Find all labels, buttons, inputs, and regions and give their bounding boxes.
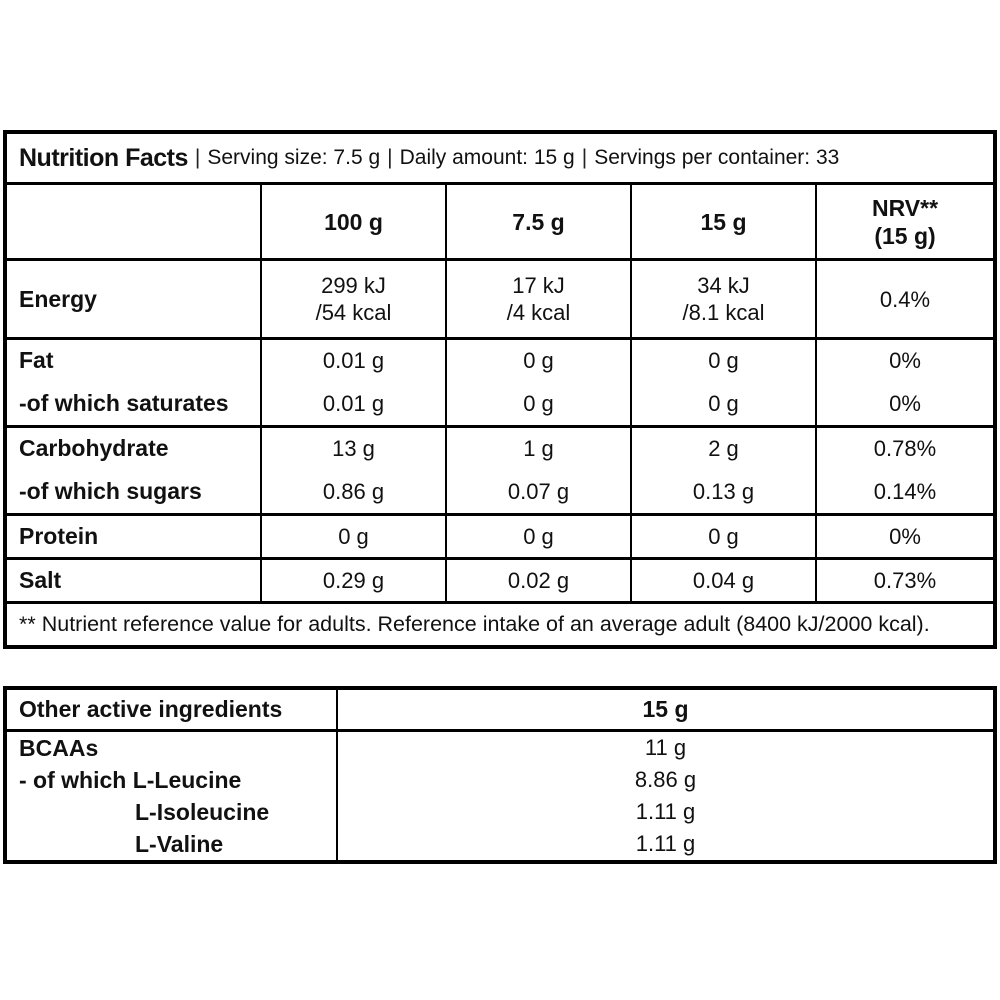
column-header-15g: 15 g [630, 185, 815, 258]
ingredients-header-row: Other active ingredients 15 g [7, 690, 993, 732]
column-header-row: 100 g 7.5 g 15 g NRV** (15 g) [7, 182, 993, 258]
energy-kj: 299 kJ [321, 273, 386, 298]
divider-pipe: | [581, 146, 588, 169]
row-value: 11 g [336, 732, 993, 764]
value-7-5g: 1 g [445, 428, 630, 469]
table-row-l-isoleucine: L-Isoleucine 1.11 g [7, 796, 993, 828]
energy-kcal: /4 kcal [506, 300, 571, 325]
energy-kcal: /54 kcal [315, 300, 392, 325]
value-7-5g: 0 g [445, 340, 630, 381]
divider-pipe: | [387, 146, 393, 169]
table-row-fat: Fat 0.01 g 0 g 0 g 0% [7, 337, 993, 381]
row-value: 1.11 g [336, 828, 993, 860]
row-label: Salt [19, 567, 62, 593]
energy-nrv-value: 0.4% [815, 261, 993, 337]
column-header-nrv: NRV** (15 g) [815, 185, 993, 258]
value-nrv: 0.73% [815, 560, 993, 601]
energy-15g-value: 34 kJ /8.1 kcal [630, 261, 815, 337]
table-row-salt: Salt 0.29 g 0.02 g 0.04 g 0.73% [7, 557, 993, 601]
table-row-protein: Protein 0 g 0 g 0 g 0% [7, 513, 993, 557]
row-label: L-Isoleucine [135, 798, 270, 825]
row-value: 8.86 g [336, 764, 993, 796]
daily-amount-text: Daily amount: 15 g [399, 146, 575, 169]
servings-per-container-text: Servings per container: 33 [594, 146, 840, 169]
value-15g: 0 g [630, 516, 815, 557]
value-nrv: 0% [815, 381, 993, 425]
value-15g: 0 g [630, 381, 815, 425]
table-row-energy: Energy 299 kJ /54 kcal 17 kJ /4 kcal 34 … [7, 258, 993, 337]
table-row-saturates: -of which saturates 0.01 g 0 g 0 g 0% [7, 381, 993, 425]
ingredients-header-label: Other active ingredients [19, 696, 283, 722]
row-label: L-Valine [135, 830, 224, 857]
table-row-carbohydrate: Carbohydrate 13 g 1 g 2 g 0.78% [7, 425, 993, 469]
energy-kcal: /8.1 kcal [682, 300, 765, 325]
value-7-5g: 0 g [445, 381, 630, 425]
row-label: Carbohydrate [19, 435, 169, 461]
nrv-header-line2: (15 g) [874, 222, 936, 249]
column-header-empty [7, 185, 260, 258]
column-header-7-5g: 7.5 g [445, 185, 630, 258]
row-label: - of which L-Leucine [19, 766, 242, 793]
other-active-ingredients-table: Other active ingredients 15 g BCAAs 11 g… [3, 686, 997, 864]
value-100g: 0.01 g [260, 381, 445, 425]
nrv-header-line1: NRV** [871, 194, 939, 221]
value-nrv: 0% [815, 516, 993, 557]
row-label: BCAAs [19, 734, 99, 761]
table-row-l-leucine: - of which L-Leucine 8.86 g [7, 764, 993, 796]
row-value: 1.11 g [336, 796, 993, 828]
table-row-bcaas: BCAAs 11 g [7, 732, 993, 764]
nutrition-facts-table: Nutrition Facts | Serving size: 7.5 g | … [3, 130, 997, 649]
value-nrv: 0.78% [815, 428, 993, 469]
energy-100g-value: 299 kJ /54 kcal [260, 261, 445, 337]
energy-kj: 17 kJ [512, 273, 565, 298]
energy-7-5g-value: 17 kJ /4 kcal [445, 261, 630, 337]
value-nrv: 0.14% [815, 469, 993, 513]
value-15g: 0 g [630, 340, 815, 381]
ingredients-header-amount: 15 g [336, 690, 993, 729]
row-label: Protein [19, 523, 99, 549]
row-label: Fat [19, 347, 54, 373]
value-7-5g: 0 g [445, 516, 630, 557]
value-15g: 0.13 g [630, 469, 815, 513]
serving-size-text: Serving size: 7.5 g [207, 146, 381, 169]
value-100g: 0.86 g [260, 469, 445, 513]
nutrition-facts-title: Nutrition Facts [19, 143, 188, 172]
value-100g: 13 g [260, 428, 445, 469]
table-row-sugars: -of which sugars 0.86 g 0.07 g 0.13 g 0.… [7, 469, 993, 513]
value-15g: 2 g [630, 428, 815, 469]
table-row-l-valine: L-Valine 1.11 g [7, 828, 993, 860]
nrv-footnote: ** Nutrient reference value for adults. … [7, 601, 993, 645]
value-100g: 0.29 g [260, 560, 445, 601]
value-7-5g: 0.02 g [445, 560, 630, 601]
row-label: -of which saturates [19, 389, 229, 416]
column-header-100g: 100 g [260, 185, 445, 258]
divider-pipe: | [194, 146, 201, 169]
row-label: -of which sugars [19, 477, 202, 504]
value-7-5g: 0.07 g [445, 469, 630, 513]
value-15g: 0.04 g [630, 560, 815, 601]
value-100g: 0.01 g [260, 340, 445, 381]
row-label: Energy [19, 285, 97, 312]
energy-kj: 34 kJ [697, 273, 750, 298]
nutrition-facts-header: Nutrition Facts | Serving size: 7.5 g | … [7, 134, 993, 182]
value-100g: 0 g [260, 516, 445, 557]
value-nrv: 0% [815, 340, 993, 381]
